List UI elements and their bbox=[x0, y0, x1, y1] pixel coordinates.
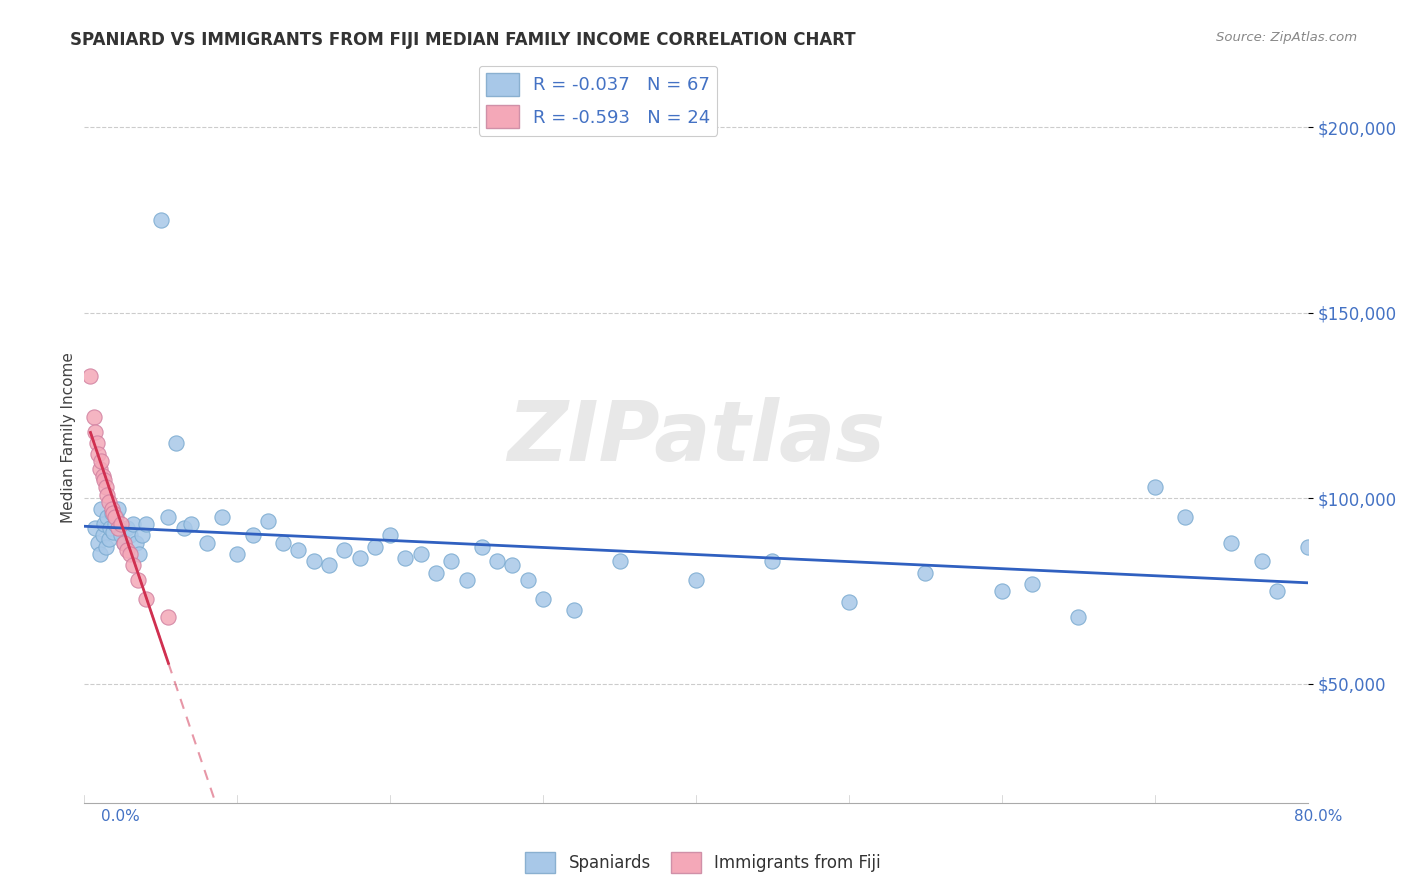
Point bbox=[79, 368, 101, 383]
Point bbox=[115, 521, 138, 535]
Point bbox=[112, 536, 135, 550]
Text: Source: ZipAtlas.com: Source: ZipAtlas.com bbox=[1216, 31, 1357, 45]
Point bbox=[110, 528, 132, 542]
Point bbox=[531, 591, 554, 606]
Point bbox=[364, 540, 387, 554]
Text: 0.0%: 0.0% bbox=[101, 809, 141, 823]
Point bbox=[440, 554, 463, 568]
Point bbox=[120, 547, 142, 561]
Point bbox=[87, 447, 110, 461]
Point bbox=[96, 509, 118, 524]
Point bbox=[94, 540, 117, 554]
Legend: R = -0.037   N = 67, R = -0.593   N = 24: R = -0.037 N = 67, R = -0.593 N = 24 bbox=[479, 66, 717, 136]
Point bbox=[394, 550, 416, 565]
Point bbox=[87, 536, 110, 550]
Point bbox=[128, 547, 150, 561]
Text: SPANIARD VS IMMIGRANTS FROM FIJI MEDIAN FAMILY INCOME CORRELATION CHART: SPANIARD VS IMMIGRANTS FROM FIJI MEDIAN … bbox=[70, 31, 856, 49]
Point bbox=[471, 540, 494, 554]
Point bbox=[195, 536, 218, 550]
Point bbox=[135, 591, 157, 606]
Point bbox=[1220, 536, 1243, 550]
Point bbox=[122, 517, 145, 532]
Point bbox=[914, 566, 936, 580]
Point bbox=[103, 506, 125, 520]
Point bbox=[287, 543, 309, 558]
Point bbox=[89, 547, 111, 561]
Point bbox=[96, 488, 118, 502]
Point bbox=[1021, 576, 1043, 591]
Point bbox=[1067, 610, 1090, 624]
Point bbox=[380, 528, 402, 542]
Point bbox=[101, 502, 124, 516]
Point bbox=[112, 536, 135, 550]
Point bbox=[110, 517, 132, 532]
Point bbox=[104, 517, 127, 532]
Point bbox=[97, 532, 120, 546]
Y-axis label: Median Family Income: Median Family Income bbox=[60, 351, 76, 523]
Point bbox=[211, 509, 233, 524]
Point bbox=[135, 517, 157, 532]
Point bbox=[516, 573, 538, 587]
Point bbox=[991, 584, 1014, 599]
Point bbox=[149, 212, 172, 227]
Point bbox=[103, 524, 125, 539]
Point bbox=[761, 554, 783, 568]
Point bbox=[91, 469, 114, 483]
Point bbox=[1250, 554, 1272, 568]
Point bbox=[101, 506, 124, 520]
Point bbox=[165, 435, 187, 450]
Point bbox=[318, 558, 340, 573]
Point bbox=[84, 425, 107, 439]
Point bbox=[242, 528, 264, 542]
Legend: Spaniards, Immigrants from Fiji: Spaniards, Immigrants from Fiji bbox=[519, 846, 887, 880]
Point bbox=[409, 547, 432, 561]
Point bbox=[115, 543, 138, 558]
Point bbox=[271, 536, 294, 550]
Point bbox=[502, 558, 524, 573]
Point bbox=[456, 573, 478, 587]
Point bbox=[90, 502, 112, 516]
Point bbox=[1143, 480, 1166, 494]
Point bbox=[609, 554, 631, 568]
Point bbox=[122, 558, 145, 573]
Point bbox=[1296, 540, 1319, 554]
Point bbox=[90, 454, 112, 468]
Point bbox=[226, 547, 249, 561]
Point bbox=[838, 595, 860, 609]
Text: ZIPatlas: ZIPatlas bbox=[508, 397, 884, 477]
Point bbox=[91, 528, 114, 542]
Point bbox=[131, 528, 153, 542]
Point bbox=[93, 473, 115, 487]
Point bbox=[157, 509, 180, 524]
Point bbox=[562, 603, 585, 617]
Point bbox=[84, 521, 107, 535]
Point bbox=[349, 550, 371, 565]
Point bbox=[125, 536, 148, 550]
Point bbox=[89, 461, 111, 475]
Point bbox=[94, 480, 117, 494]
Point bbox=[486, 554, 509, 568]
Point bbox=[83, 409, 105, 424]
Point bbox=[105, 509, 128, 524]
Point bbox=[685, 573, 707, 587]
Point bbox=[97, 495, 120, 509]
Point bbox=[86, 435, 108, 450]
Text: 80.0%: 80.0% bbox=[1295, 809, 1343, 823]
Point bbox=[107, 502, 129, 516]
Point bbox=[120, 528, 142, 542]
Point bbox=[333, 543, 356, 558]
Point bbox=[257, 514, 280, 528]
Point bbox=[173, 521, 195, 535]
Point bbox=[157, 610, 180, 624]
Point bbox=[107, 521, 129, 535]
Point bbox=[127, 573, 149, 587]
Point bbox=[1265, 584, 1288, 599]
Point bbox=[425, 566, 447, 580]
Point bbox=[1174, 509, 1197, 524]
Point bbox=[93, 517, 115, 532]
Point bbox=[302, 554, 325, 568]
Point bbox=[104, 509, 127, 524]
Point bbox=[180, 517, 202, 532]
Point bbox=[98, 521, 121, 535]
